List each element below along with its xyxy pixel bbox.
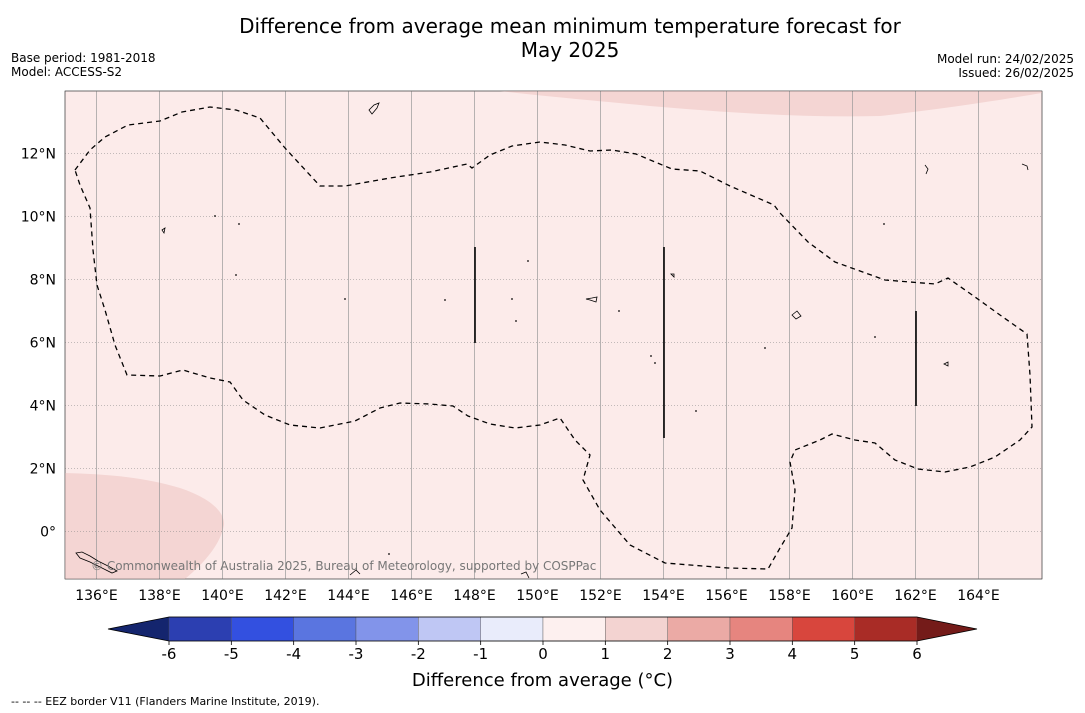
colorbar: -6 -5 -4 -3 -2 -1 0 1 2 3 4 5 6 bbox=[107, 616, 978, 663]
colorbar-cell bbox=[168, 616, 232, 642]
colorbar-cells bbox=[168, 616, 918, 642]
colorbar-cell bbox=[480, 616, 544, 642]
colorbar-label: -6 bbox=[162, 645, 177, 663]
y-tick-label: 4°N bbox=[30, 399, 56, 415]
title-line-2: May 2025 bbox=[520, 38, 620, 62]
footer-note: -- -- -- EEZ border V11 (Flanders Marine… bbox=[11, 695, 320, 708]
colorbar-label: 4 bbox=[788, 645, 798, 663]
colorbar-over-triangle bbox=[917, 617, 977, 641]
gridlines bbox=[65, 91, 1042, 579]
colorbar-cell bbox=[729, 616, 793, 642]
colorbar-cell bbox=[792, 616, 855, 642]
map-background bbox=[64, 90, 1043, 580]
colorbar-label: -5 bbox=[224, 645, 239, 663]
x-tick-label: 138°E bbox=[138, 588, 181, 604]
meta-left: Base period: 1981-2018 Model: ACCESS-S2 bbox=[11, 51, 156, 79]
x-tick-label: 144°E bbox=[327, 588, 370, 604]
meta-right: Model run: 24/02/2025 Issued: 26/02/2025 bbox=[937, 52, 1074, 80]
colorbar-cell bbox=[667, 616, 731, 642]
colorbar-label: 2 bbox=[663, 645, 673, 663]
model-run: Model run: 24/02/2025 bbox=[936, 52, 1074, 66]
eez-border bbox=[74, 106, 1033, 570]
y-axis-ticks: 12°N 10°N 8°N 6°N 4°N 2°N 0° bbox=[21, 147, 56, 541]
y-tick-label: 2°N bbox=[30, 462, 56, 478]
x-tick-label: 154°E bbox=[642, 588, 685, 604]
x-tick-label: 160°E bbox=[831, 588, 874, 604]
base-period: Base period: 1981-2018 bbox=[11, 51, 156, 65]
x-tick-label: 156°E bbox=[705, 588, 748, 604]
x-tick-label: 148°E bbox=[453, 588, 496, 604]
colorbar-cell bbox=[542, 616, 606, 642]
x-tick-label: 152°E bbox=[579, 588, 622, 604]
x-tick-label: 140°E bbox=[201, 588, 244, 604]
colorbar-cell bbox=[605, 616, 668, 642]
x-axis-ticks: 136°E 138°E 140°E 142°E 144°E 146°E 148°E 150°E… bbox=[75, 588, 1000, 604]
y-tick-label: 10°N bbox=[21, 210, 56, 226]
x-tick-label: 164°E bbox=[957, 588, 1000, 604]
map-area bbox=[64, 90, 1043, 580]
x-tick-label: 142°E bbox=[264, 588, 307, 604]
colorbar-cell bbox=[231, 616, 294, 642]
colorbar-label: 5 bbox=[850, 645, 860, 663]
warmer-region-southwest bbox=[65, 473, 225, 579]
x-tick-label: 162°E bbox=[894, 588, 937, 604]
colorbar-under-triangle bbox=[108, 617, 169, 641]
colorbar-label: 0 bbox=[538, 645, 548, 663]
colorbar-label: -1 bbox=[473, 645, 488, 663]
colorbar-title: Difference from average (°C) bbox=[411, 670, 674, 691]
y-tick-label: 0° bbox=[40, 525, 56, 541]
model-name: Model: ACCESS-S2 bbox=[11, 65, 123, 79]
colorbar-label: -3 bbox=[349, 645, 364, 663]
title-line-1: Difference from average mean minimum tem… bbox=[239, 14, 901, 38]
x-tick-label: 146°E bbox=[390, 588, 433, 604]
colorbar-label: 1 bbox=[601, 645, 611, 663]
colorbar-label: -4 bbox=[286, 645, 301, 663]
colorbar-cell bbox=[418, 616, 481, 642]
issued-date: Issued: 26/02/2025 bbox=[958, 66, 1074, 80]
colorbar-label: -2 bbox=[411, 645, 426, 663]
colorbar-cell bbox=[293, 616, 357, 642]
x-tick-label: 158°E bbox=[768, 588, 811, 604]
warmer-region-north bbox=[500, 91, 1042, 117]
map-title: Difference from average mean minimum tem… bbox=[170, 14, 970, 62]
y-tick-label: 8°N bbox=[30, 273, 56, 289]
colorbar-label: 3 bbox=[725, 645, 735, 663]
x-tick-label: 136°E bbox=[75, 588, 118, 604]
credit-text: © Commonwealth of Australia 2025, Bureau… bbox=[91, 559, 596, 573]
colorbar-cell bbox=[854, 616, 918, 642]
colorbar-labels: -6 -5 -4 -3 -2 -1 0 1 2 3 4 5 6 bbox=[162, 641, 922, 663]
colorbar-label: 6 bbox=[912, 645, 922, 663]
colorbar-cell bbox=[355, 616, 419, 642]
y-tick-label: 12°N bbox=[21, 147, 56, 163]
y-tick-label: 6°N bbox=[30, 336, 56, 352]
islands bbox=[75, 102, 1029, 579]
x-tick-label: 150°E bbox=[516, 588, 559, 604]
